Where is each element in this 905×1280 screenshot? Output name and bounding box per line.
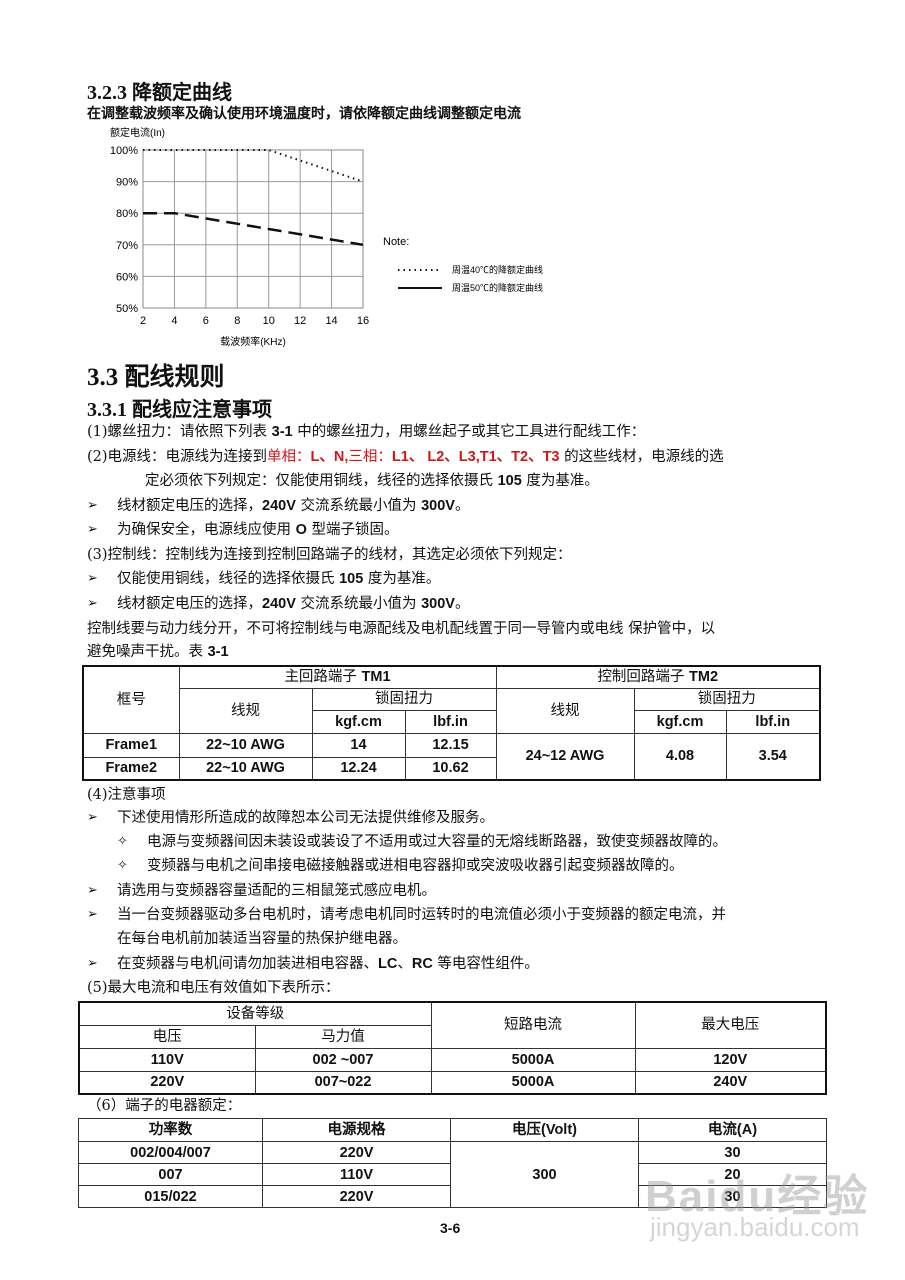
table-row: 110V 002 ~007 5000A 120V — [78, 1047, 827, 1072]
watermark-logo: Baidu经验 — [645, 1172, 870, 1221]
diamond-bullet-icon: ✧ — [117, 858, 128, 873]
table-row: 002/004/007 220V 300 30 — [78, 1141, 827, 1208]
bullet-arrow-icon: ➢ — [87, 810, 98, 825]
para-terminal-rating: （6）端子的电器额定： — [87, 1098, 242, 1114]
derating-intro: 在调整载波频率及确认使用环境温度时，请依降额定曲线调整额定电流 — [87, 105, 521, 121]
x-tick-label: 4 — [171, 315, 177, 327]
note-1: 下述使用情形所造成的故障恕本公司无法提供维修及服务。 — [117, 810, 494, 826]
bullet-arrow-icon: ➢ — [87, 956, 98, 971]
header-hp: 马力值 — [254, 1024, 432, 1049]
y-tick-label: 90% — [116, 177, 138, 189]
table-row: Frame1 22~10 AWG 14 12.15 24~12 AWG 4.08 3.54 — [82, 732, 821, 781]
bullet-arrow-icon: ➢ — [87, 907, 98, 922]
series-line-1 — [143, 149, 364, 183]
series-line-2 — [143, 211, 364, 247]
header-frame: 框号 — [82, 665, 180, 734]
terminal-torque-table: 框号 主回路端子 TM1 控制回路端子 TM2 线规 锁固扭力 线规 锁固扭力 kgf.c… — [82, 665, 821, 781]
note-1b: 变频器与电机之间串接电磁接触器或进相电容器抑或突波吸收器引起变频器故障的。 — [147, 858, 684, 874]
y-axis-label: 额定电流(In) — [110, 126, 165, 139]
x-tick-label: 2 — [140, 315, 146, 327]
y-tick-label: 50% — [116, 303, 138, 315]
plot-frame — [142, 149, 364, 309]
header-voltage: 电压 — [78, 1024, 256, 1049]
header-tm2: 控制回路端子 TM2 — [495, 665, 821, 689]
note-2: 请选用与变频器容量适配的三相鼠笼式感应电机。 — [117, 883, 436, 899]
x-tick-label: 8 — [234, 315, 240, 327]
para-power-wire: (2)电源线：电源线为连接到单相：L、N,三相：L1、 L2、L3,T1、T2、… — [87, 449, 724, 465]
section-title-3-2-3: 3.2.3 降额定曲线 — [87, 82, 232, 104]
y-tick-label: 100% — [110, 145, 138, 157]
header-kgf: kgf.cm — [311, 709, 406, 734]
y-tick-label: 60% — [116, 271, 138, 283]
bullet-copper: 仅能使用铜线，线径的选择依摄氏 105 度为基准。 — [117, 571, 441, 587]
note-3: 当一台变频器驱动多台电机时，请考虑电机同时运转时的电流值必须小于变频器的额定电流… — [117, 907, 726, 923]
watermark-url: jingyan.baidu.com — [650, 1212, 860, 1242]
section-title-3-3: 3.3 配线规则 — [87, 364, 225, 391]
header-class: 设备等级 — [78, 1001, 432, 1026]
y-tick-label: 80% — [116, 208, 138, 220]
section-title-3-3-1: 3.3.1 配线应注意事项 — [87, 399, 272, 421]
x-tick-label: 10 — [263, 315, 275, 327]
header-lbf-tm2: lbf.in — [725, 709, 821, 734]
diamond-bullet-icon: ✧ — [117, 834, 128, 849]
para-control-wire: (3)控制线：控制线为连接到控制回路端子的线材，其选定必须依下列规定： — [87, 547, 572, 563]
header-torque: 锁固扭力 — [311, 687, 497, 711]
table-row: 220V 007~022 5000A 240V — [78, 1070, 827, 1095]
bullet-o-terminal: 为确保安全，电源线应使用 O 型端子锁固。 — [117, 522, 399, 538]
header-torque-tm2: 锁固扭力 — [633, 687, 821, 711]
derating-chart: 2 4 6 8 10 12 14 16 100% 90% 80% 70% 60% 50% 额定电流(In) 载… — [110, 126, 543, 348]
legend-label: 周温50℃的降额定曲线 — [452, 282, 543, 293]
para-separate-wires-cont: 避免噪声干扰。表 3-1 — [87, 644, 229, 660]
bullet-arrow-icon: ➢ — [87, 571, 98, 586]
bullet-voltage-rating: 线材额定电压的选择，240V 交流系统最小值为 300V。 — [117, 498, 470, 514]
para-power-wire-cont: 定必须依下列规定：仅能使用铜线，线径的选择依摄氏 105 度为基准。 — [145, 473, 599, 489]
terminal-rating-table: 功率数 电源规格 电压(Volt) 电流(A) 002/004/007 220V 300 3… — [78, 1118, 827, 1208]
legend-title: Note: — [383, 236, 409, 248]
header-gauge-tm2: 线规 — [495, 687, 635, 734]
x-axis-label: 载波频率(KHz) — [220, 335, 286, 348]
x-tick-label: 12 — [294, 315, 306, 327]
bullet-arrow-icon: ➢ — [87, 596, 98, 611]
table-row: Frame2 22~10 AWG 12.24 10.62 — [82, 756, 820, 781]
x-tick-label: 16 — [357, 315, 369, 327]
bullet-voltage-rating-2: 线材额定电压的选择，240V 交流系统最小值为 300V。 — [117, 596, 470, 612]
note-3-cont: 在每台电机前加装适当容量的热保护继电器。 — [117, 931, 407, 947]
header-max-voltage: 最大电压 — [634, 1001, 827, 1049]
page-number: 3-6 — [440, 1220, 461, 1236]
y-tick-label: 70% — [116, 240, 138, 252]
bullet-arrow-icon: ➢ — [87, 498, 98, 513]
note-1a: 电源与变频器间因未装设或装设了不适用或过大容量的无熔线断路器，致使变频器故障的。 — [147, 834, 727, 850]
header-gauge: 线规 — [178, 687, 313, 734]
para-notes: (4)注意事项 — [87, 787, 166, 803]
header-short-circuit: 短路电流 — [430, 1001, 636, 1049]
x-tick-label: 6 — [203, 315, 209, 327]
x-tick-label: 14 — [325, 315, 337, 327]
para-max-values: (5)最大电流和电压有效值如下表所示： — [87, 980, 340, 996]
table-row: 015/022 220V 30 — [78, 1185, 827, 1208]
note-4: 在变频器与电机间请勿加装进相电容器、LC、RC 等电容性组件。 — [117, 956, 539, 972]
para-screw-torque: (1)螺丝扭力：请依照下列表 3-1 中的螺丝扭力，用螺丝起子或其它工具进行配线… — [87, 424, 646, 440]
header-tm1: 主回路端子 TM1 — [178, 665, 497, 689]
header-lbf: lbf.in — [404, 709, 497, 734]
max-current-voltage-table: 设备等级 短路电流 最大电压 电压 马力值 110V 002 ~007 5000A 120V… — [78, 1001, 827, 1095]
legend-label: 周温40℃的降额定曲线 — [452, 264, 543, 275]
bullet-arrow-icon: ➢ — [87, 883, 98, 898]
header-kgf-tm2: kgf.cm — [633, 709, 727, 734]
bullet-arrow-icon: ➢ — [87, 522, 98, 537]
para-separate-wires: 控制线要与动力线分开，不可将控制线与电源配线及电机配线置于同一导管内或电线 保护… — [87, 621, 716, 637]
